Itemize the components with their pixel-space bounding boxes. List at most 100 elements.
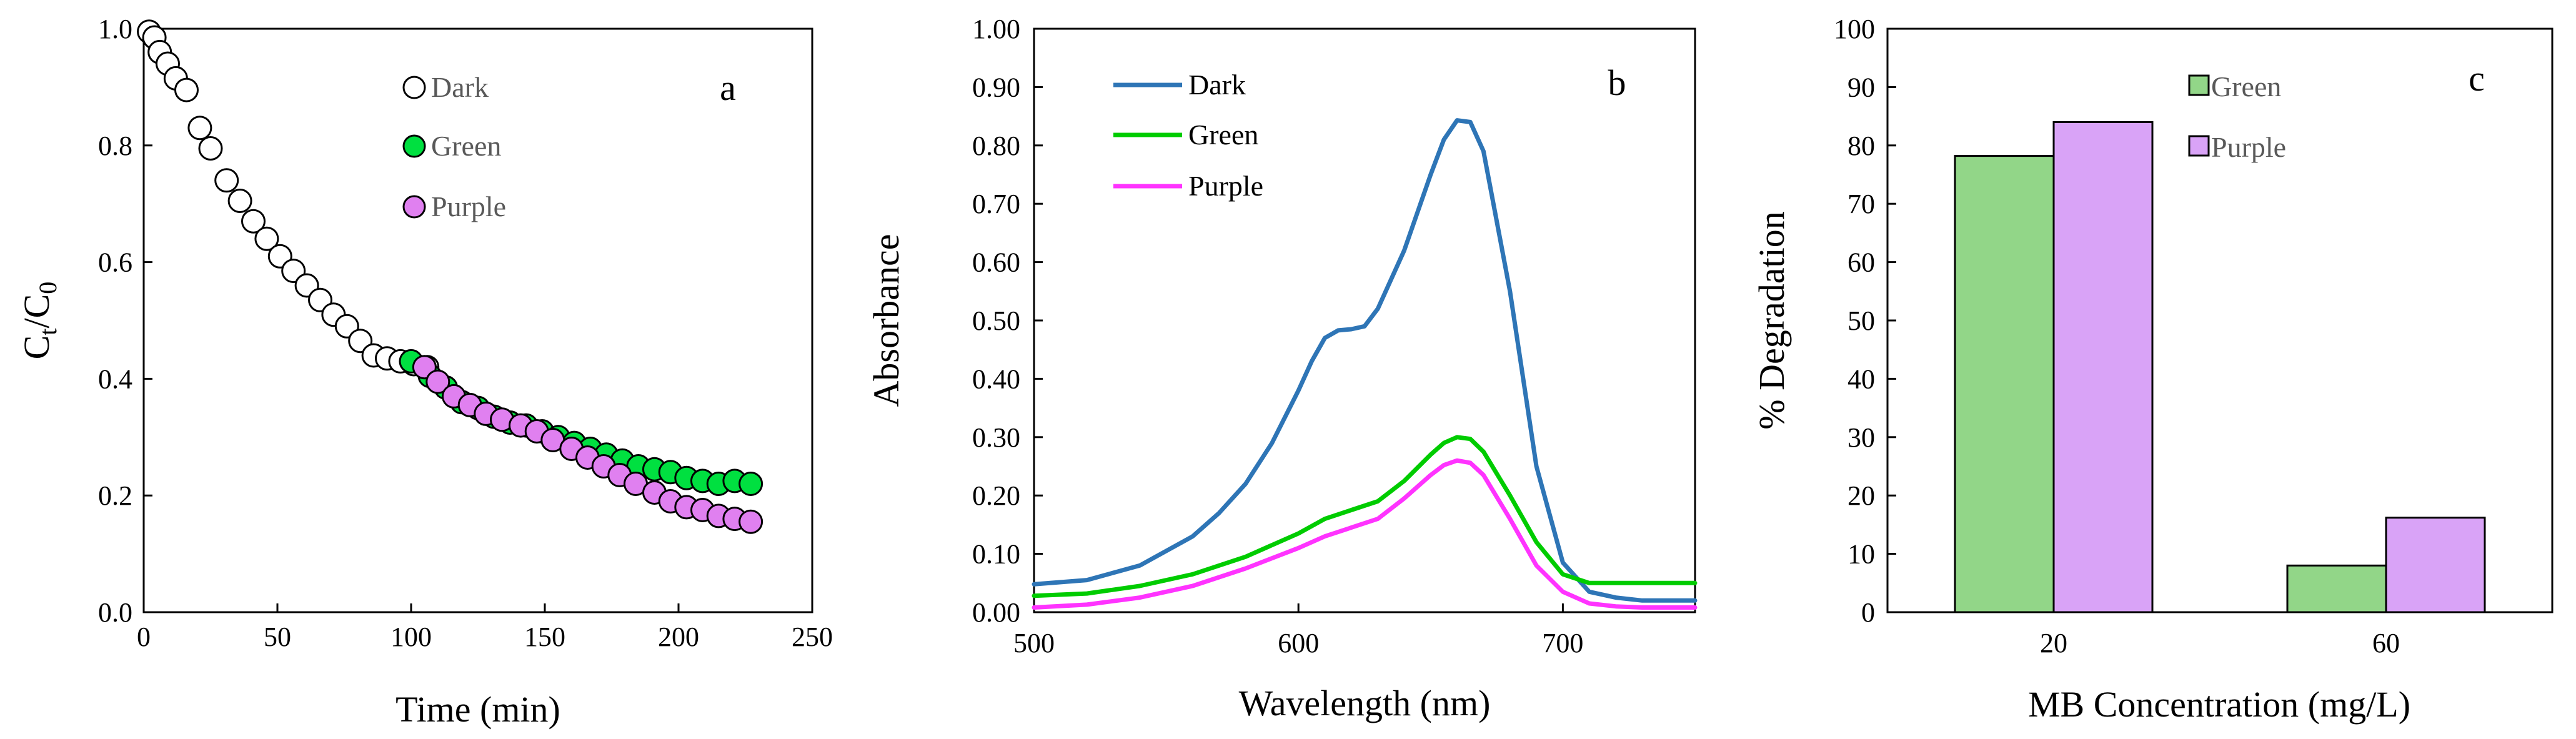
legend-label-purple: Purple [1188, 170, 1263, 202]
panel-a-y-ticks: 0.0 0.2 0.4 0.6 0.8 1.0 [98, 14, 152, 628]
x-tick-label: 500 [1013, 628, 1055, 658]
y-tick-label: 0.70 [972, 189, 1020, 219]
panel-a-legend: Dark Green Purple [402, 71, 506, 222]
data-point-dark [198, 136, 223, 161]
x-tick-label: 250 [792, 622, 833, 652]
series-line-dark [1032, 118, 1698, 603]
data-point-dark [214, 168, 239, 193]
y-tick-label: 100 [1834, 14, 1875, 44]
ylabel-sub2: 0 [34, 282, 62, 294]
panel-c-letter: c [2469, 58, 2485, 99]
legend-marker-purple [402, 195, 426, 219]
x-tick-label: 50 [264, 622, 291, 652]
legend-label-purple: Purple [2211, 131, 2286, 163]
x-tick-label: 700 [1542, 628, 1583, 658]
panel-b-x-axis-label: Wavelength (nm) [1239, 683, 1491, 723]
y-tick-label: 20 [1847, 480, 1875, 511]
y-tick-label: 0.6 [98, 247, 132, 278]
x-tick-label: 200 [658, 622, 699, 652]
data-point-dark [174, 77, 199, 102]
y-tick-label: 0.00 [972, 597, 1020, 628]
y-tick-label: 40 [1847, 364, 1875, 394]
y-tick-label: 0 [1861, 597, 1875, 628]
x-tick-label: 150 [524, 622, 565, 652]
y-tick-label: 80 [1847, 131, 1875, 161]
panel-b-legend: Dark Green Purple [1113, 69, 1263, 202]
data-point-dark [227, 189, 252, 213]
panel-b-x-ticks: 500 600 700 [1013, 603, 1583, 658]
y-tick-label: 30 [1847, 422, 1875, 453]
y-tick-label: 0.10 [972, 539, 1020, 570]
legend-swatch-purple [2188, 135, 2210, 157]
y-tick-label: 0.90 [972, 72, 1020, 102]
panel-a-data-points [137, 19, 763, 534]
y-tick-label: 0.8 [98, 131, 132, 161]
panel-a-x-ticks: 0 50 100 150 200 250 [137, 603, 833, 652]
data-point-green [738, 472, 763, 496]
y-tick-label: 0.0 [98, 597, 132, 628]
panel-a-x-axis-label: Time (min) [395, 689, 560, 730]
x-tick-label: 0 [137, 622, 151, 652]
panel-b-series-lines [1032, 118, 1698, 610]
x-tick-label: 20 [2040, 628, 2067, 658]
panel-b-line-chart: 500 600 700 0.000.100.200.300.400.500.600.… [866, 14, 1698, 723]
y-tick-label: 0.40 [972, 364, 1020, 394]
panel-a-plot-frame [142, 27, 813, 613]
panel-a-scatter-chart: 0 50 100 150 200 250 0.0 0.2 0.4 0.6 0.8 1.0 Time … [16, 14, 833, 730]
bar-purple-20 [2052, 121, 2154, 613]
y-tick-label: 0.30 [972, 422, 1020, 453]
y-tick-label: 0.60 [972, 247, 1020, 278]
panel-c-y-ticks: 0 10 20 30 40 50 60 70 80 90 100 [1834, 14, 1896, 628]
legend-swatch-green [2188, 74, 2210, 96]
y-tick-label: 0.2 [98, 480, 132, 511]
series-dark [137, 19, 440, 380]
y-tick-label: 0.80 [972, 131, 1020, 161]
series-green [399, 349, 763, 496]
y-tick-label: 70 [1847, 189, 1875, 219]
ylabel-sub1: t [34, 329, 62, 335]
x-tick-label: 100 [390, 622, 432, 652]
bar-green-60 [2286, 564, 2387, 613]
series-line-green [1032, 435, 1698, 598]
panel-c-legend: Green Purple [2188, 71, 2286, 163]
x-tick-label: 600 [1278, 628, 1319, 658]
panel-c-x-ticks: 20 60 [2040, 628, 2400, 658]
legend-label-dark: Dark [1188, 69, 1246, 101]
y-tick-label: 60 [1847, 247, 1875, 278]
data-point-purple [425, 369, 450, 394]
legend-marker-dark [402, 76, 426, 99]
y-tick-label: 0.50 [972, 305, 1020, 336]
y-tick-label: 90 [1847, 72, 1875, 102]
y-tick-label: 1.0 [98, 14, 132, 44]
legend-label-purple: Purple [431, 191, 506, 222]
legend-label-green: Green [2211, 71, 2281, 102]
data-point-dark [187, 116, 212, 141]
legend-label-green: Green [431, 130, 501, 162]
ylabel-main: C [16, 335, 57, 360]
bar-green-20 [1954, 155, 2055, 613]
data-point-dark [241, 209, 266, 234]
y-tick-label: 50 [1847, 305, 1875, 336]
panel-b-y-axis-label: Absorbance [866, 234, 907, 407]
panel-a-y-axis-label: Ct/C0 [16, 282, 62, 360]
y-tick-label: 10 [1847, 539, 1875, 570]
bar-purple-60 [2385, 517, 2486, 613]
panel-b-y-ticks: 0.00 0.10 0.20 0.30 0.40 0.50 0.60 0.70 0.80 0.90… [972, 14, 1043, 628]
panel-a-letter: a [720, 67, 736, 108]
y-tick-label: 0.4 [98, 364, 132, 394]
legend-marker-green [402, 134, 426, 158]
y-tick-label: 1.00 [972, 14, 1020, 44]
series-purple [412, 355, 763, 534]
series-line-purple [1032, 458, 1698, 610]
panel-c-x-axis-label: MB Concentration (mg/L) [2028, 684, 2410, 725]
y-tick-label: 0.20 [972, 480, 1020, 511]
panel-c-bars [1954, 121, 2486, 613]
panel-c-y-axis-label: % Degradation [1751, 211, 1792, 429]
data-point-dark [254, 226, 279, 251]
legend-label-green: Green [1188, 119, 1258, 151]
x-tick-label: 60 [2372, 628, 2400, 658]
data-point-purple [738, 509, 763, 534]
ylabel-mid: /C [16, 294, 57, 329]
